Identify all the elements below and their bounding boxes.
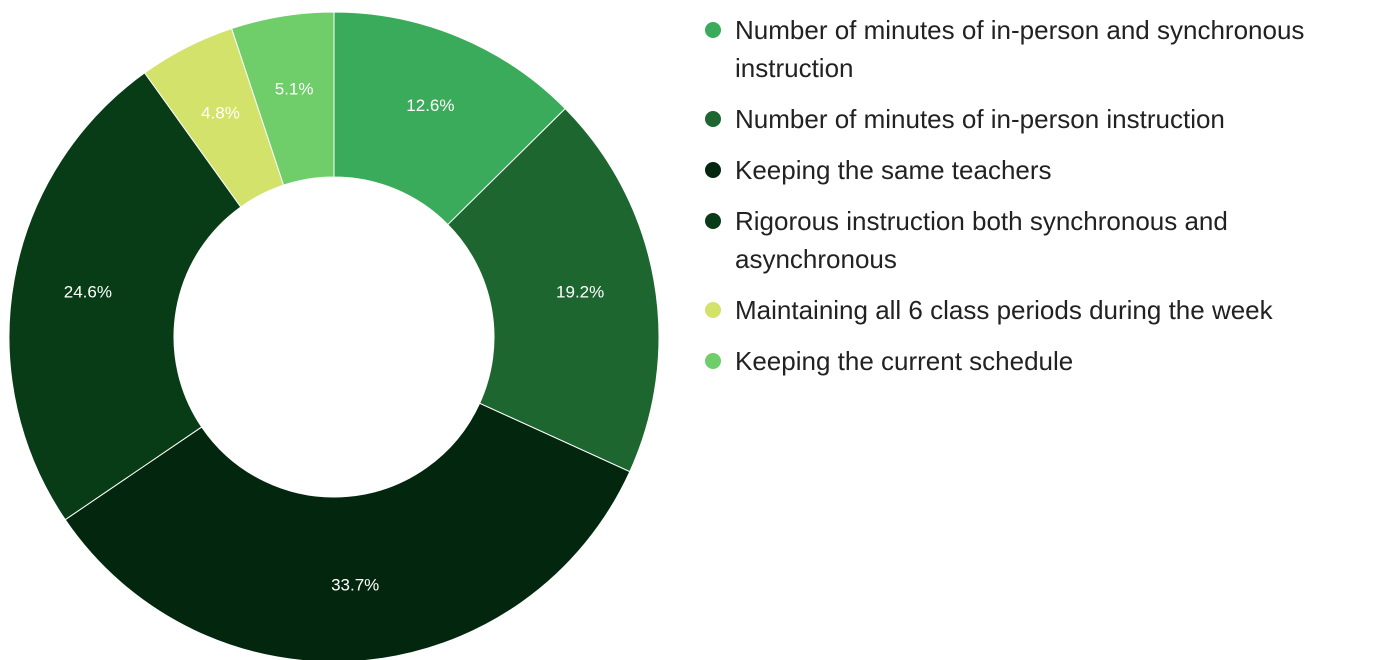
legend-item: Number of minutes of in-person and synch… xyxy=(705,11,1370,87)
legend-label: Number of minutes of in-person instructi… xyxy=(735,104,1225,134)
data-label: 5.1% xyxy=(275,80,314,99)
legend-swatch xyxy=(705,353,721,369)
slice xyxy=(447,107,660,473)
donut-plot: 12.6% 19.2% 33.7% 24.6% 4.8% 5.1% xyxy=(8,11,660,660)
legend-label: Rigorous instruction both synchronous an… xyxy=(735,206,1228,274)
legend-item: Keeping the same teachers xyxy=(705,151,1370,189)
legend-item: Number of minutes of in-person instructi… xyxy=(705,100,1370,138)
legend-swatch xyxy=(705,302,721,318)
slice xyxy=(333,11,566,226)
legend-label: Keeping the current schedule xyxy=(735,346,1074,376)
data-label: 24.6% xyxy=(64,283,112,302)
legend-label: Number of minutes of in-person and synch… xyxy=(735,15,1305,83)
data-label: 4.8% xyxy=(201,104,240,123)
data-label: 12.6% xyxy=(406,96,454,115)
data-label: 19.2% xyxy=(556,283,604,302)
legend-item: Keeping the current schedule xyxy=(705,342,1370,380)
legend-item: Maintaining all 6 class periods during t… xyxy=(705,291,1370,329)
legend-swatch xyxy=(705,213,721,229)
data-label: 33.7% xyxy=(331,576,379,595)
legend-item: Rigorous instruction both synchronous an… xyxy=(705,202,1370,278)
slice xyxy=(64,402,631,660)
legend-swatch xyxy=(705,162,721,178)
legend-label: Keeping the same teachers xyxy=(735,155,1052,185)
legend-swatch xyxy=(705,22,721,38)
legend-label: Maintaining all 6 class periods during t… xyxy=(735,295,1273,325)
slice xyxy=(230,11,335,186)
slice xyxy=(8,72,242,521)
legend: Number of minutes of in-person and synch… xyxy=(705,11,1370,393)
legend-swatch xyxy=(705,111,721,127)
